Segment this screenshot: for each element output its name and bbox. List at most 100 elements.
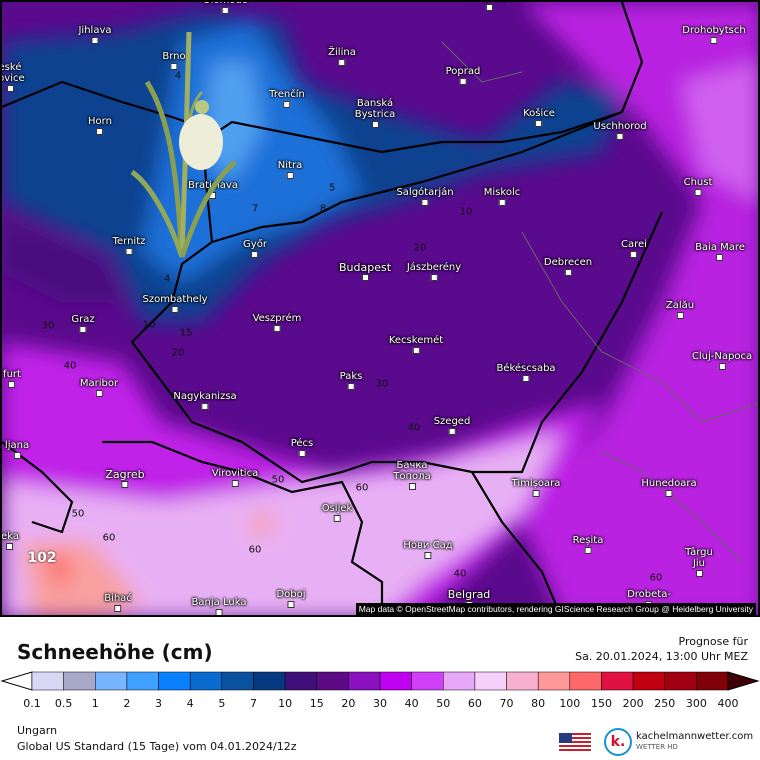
city-label: Drohobytsch bbox=[682, 25, 745, 44]
region-name: Ungarn bbox=[17, 724, 58, 737]
city-label: Graz bbox=[71, 314, 94, 333]
contour-label: 40 bbox=[453, 568, 467, 580]
city-label: Trenčín bbox=[269, 89, 305, 108]
city-label: Zagreb bbox=[105, 469, 144, 488]
city-label: Drobeta- bbox=[627, 589, 671, 608]
legend-tick-label: 1 bbox=[91, 697, 99, 710]
legend-tick-label: 70 bbox=[499, 697, 514, 710]
legend-swatch bbox=[632, 671, 665, 691]
legend-tick-label: 5 bbox=[218, 697, 226, 710]
legend-swatch bbox=[379, 671, 412, 691]
kachelmannwetter-logo[interactable]: k. bbox=[604, 728, 632, 756]
legend-swatch bbox=[411, 671, 444, 691]
contour-label: 4 bbox=[163, 273, 171, 285]
region-borders bbox=[441, 41, 758, 563]
contour-label: 60 bbox=[649, 572, 663, 584]
legend-swatch bbox=[31, 671, 64, 691]
city-label: Horn bbox=[88, 116, 112, 135]
legend-tick-label: 7 bbox=[249, 697, 257, 710]
contour-label: 30 bbox=[375, 378, 389, 390]
snow-depth-map[interactable]: Olomouc Nowy Sącz Drohobytsch Jihlava Ži… bbox=[0, 0, 760, 617]
legend-swatch bbox=[126, 671, 159, 691]
legend-tick-label: 0.1 bbox=[23, 697, 41, 710]
city-label: Žilina bbox=[328, 47, 356, 66]
city-label: Salgótarján bbox=[396, 187, 453, 206]
map-title: Schneehöhe (cm) bbox=[17, 640, 213, 664]
map-attribution: Map data © OpenStreetMap contributors, r… bbox=[355, 603, 756, 615]
contour-label: 4 bbox=[174, 70, 182, 82]
legend-swatch bbox=[348, 671, 381, 691]
city-label: Poprad bbox=[446, 66, 481, 85]
city-label: Veszprém bbox=[253, 313, 302, 332]
city-label: Бачка Топола bbox=[388, 460, 436, 490]
city-label: Banská Bystrica bbox=[345, 98, 405, 128]
city-label: Békéscsaba bbox=[496, 363, 555, 382]
city-label: Reșita bbox=[573, 535, 604, 554]
legend-tick-label: 0.5 bbox=[54, 697, 73, 710]
city-label: Doboj bbox=[276, 589, 305, 608]
legend-tick-label: 150 bbox=[590, 697, 612, 710]
city-label: eka bbox=[2, 531, 19, 550]
legend-tick-label: 200 bbox=[622, 697, 644, 710]
city-label: Szombathely bbox=[142, 294, 207, 313]
legend-under-arrow bbox=[0, 671, 33, 691]
city-label: Debrecen bbox=[544, 257, 592, 276]
legend-swatch bbox=[569, 671, 602, 691]
contour-label: 10 bbox=[459, 206, 473, 218]
legend-tick-label: 60 bbox=[467, 697, 482, 710]
city-label: Kecskemét bbox=[389, 335, 443, 354]
legend-swatch bbox=[63, 671, 96, 691]
map-field bbox=[2, 2, 758, 615]
city-label: ljana bbox=[5, 440, 29, 459]
city-label: Bihać bbox=[104, 593, 132, 612]
contour-label: 60 bbox=[248, 544, 262, 556]
legend-tick-label: 4 bbox=[186, 697, 194, 710]
legend-tick-label: 250 bbox=[654, 697, 676, 710]
brand-text[interactable]: kachelmannwetter.com WETTER HD bbox=[636, 731, 753, 753]
legend-tick-label: 100 bbox=[559, 697, 581, 710]
legend-tick-label: 40 bbox=[404, 697, 419, 710]
legend-tick-label: 400 bbox=[717, 697, 739, 710]
contour-label: 5 bbox=[328, 182, 336, 194]
legend-over-arrow bbox=[727, 671, 760, 691]
city-label: Paks bbox=[340, 371, 363, 390]
legend-swatch bbox=[664, 671, 697, 691]
city-label: Nowy Sącz bbox=[462, 2, 516, 11]
snowdrop-flower-icon bbox=[130, 32, 237, 258]
contour-label: 50 bbox=[271, 474, 285, 486]
legend-swatch bbox=[253, 671, 286, 691]
city-label: Uschhorod bbox=[593, 121, 646, 140]
city-label: Osijek bbox=[322, 503, 353, 522]
legend-swatch bbox=[316, 671, 349, 691]
city-label: Miskolc bbox=[484, 187, 520, 206]
legend-swatch bbox=[443, 671, 476, 691]
contour-label: 60 bbox=[102, 532, 116, 544]
legend-tick-label: 50 bbox=[436, 697, 451, 710]
city-label: Szeged bbox=[434, 416, 471, 435]
legend-swatch bbox=[537, 671, 571, 691]
contour-label: 40 bbox=[407, 422, 421, 434]
city-label: Baia Mare bbox=[695, 242, 745, 261]
contour-label: 8 bbox=[319, 203, 327, 215]
city-label: Cluj-Napoca bbox=[692, 351, 752, 370]
legend-tick-label: 10 bbox=[278, 697, 293, 710]
legend-swatch bbox=[506, 671, 539, 691]
legend-tick-label: 15 bbox=[309, 697, 324, 710]
city-label: Нови Сад bbox=[403, 540, 452, 559]
legend-swatch bbox=[221, 671, 254, 691]
city-label: Budapest bbox=[339, 262, 391, 281]
legend-swatch bbox=[696, 671, 729, 691]
city-label: Brno bbox=[162, 51, 185, 70]
legend-swatch bbox=[158, 671, 191, 691]
us-flag-icon[interactable] bbox=[559, 733, 591, 751]
city-label: furt bbox=[3, 369, 21, 388]
city-label: Virovitica bbox=[212, 468, 258, 487]
legend-swatch bbox=[284, 671, 317, 691]
city-label: Pécs bbox=[291, 438, 314, 457]
contour-label: 40 bbox=[63, 360, 77, 372]
contour-label: 7 bbox=[251, 203, 259, 215]
legend-swatch bbox=[474, 671, 507, 691]
model-info: Global US Standard (15 Tage) vom 04.01.2… bbox=[17, 740, 297, 753]
city-label: Timișoara bbox=[512, 478, 561, 497]
contour-label: 60 bbox=[355, 482, 369, 494]
